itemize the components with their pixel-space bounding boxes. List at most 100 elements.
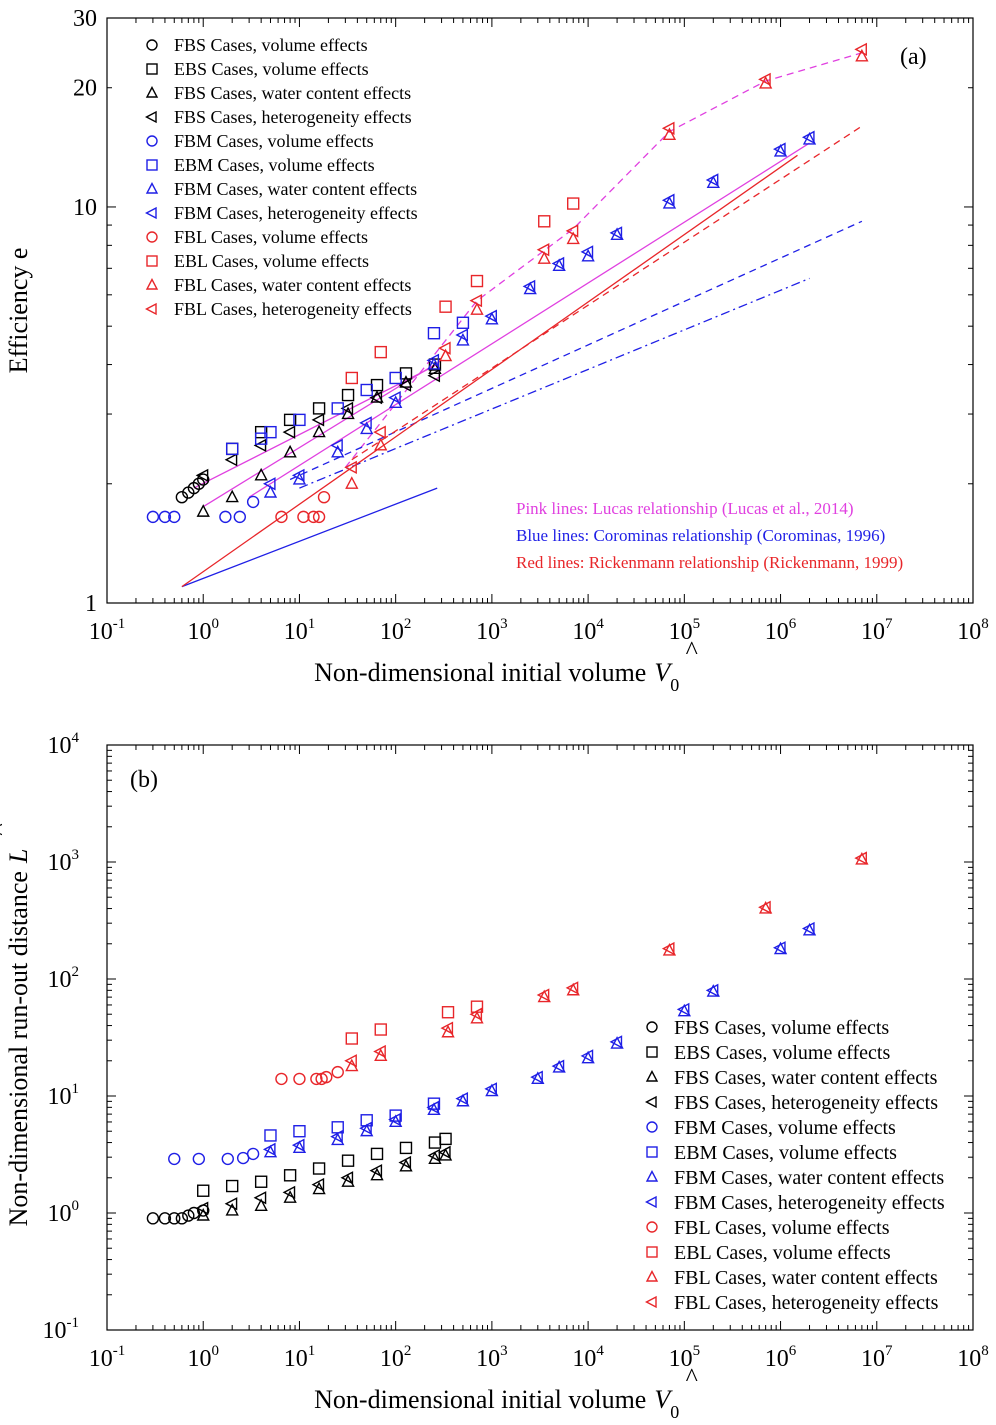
legend-marker (645, 1269, 659, 1282)
x-tick-label: 100 (187, 616, 219, 645)
y-axis-label-hat: ^ (0, 823, 13, 835)
data-point (801, 921, 815, 936)
data-series (225, 316, 470, 456)
data-point (428, 361, 442, 375)
panel-label: (b) (130, 767, 158, 793)
data-point (253, 1191, 267, 1205)
data-point (438, 348, 453, 362)
data-point (440, 1021, 454, 1035)
data-point (441, 1024, 455, 1038)
data-point (293, 1072, 306, 1086)
data-point (374, 345, 387, 359)
data-point (758, 900, 771, 914)
data-point (221, 1152, 234, 1166)
data-point (758, 75, 773, 89)
blue-dash-dot-reference-line (299, 277, 810, 489)
data-point (427, 369, 441, 383)
data-point (344, 460, 357, 475)
legend-item: FBM Cases, heterogeneity effects (144, 203, 418, 223)
relationship-note: Pink lines: Lucas relationship (Lucas et… (516, 499, 854, 518)
data-point (854, 42, 867, 57)
data-point (661, 941, 675, 956)
data-point (758, 72, 771, 87)
data-point (609, 226, 623, 240)
data-point (706, 984, 720, 997)
data-point (283, 444, 297, 458)
legend-label: FBM Cases, water content effects (174, 179, 417, 199)
data-point (331, 1065, 344, 1079)
legend-label: FBS Cases, water content effects (174, 83, 411, 103)
legend-marker (646, 1246, 658, 1258)
data-point (168, 510, 181, 524)
data-point (428, 1136, 442, 1149)
data-point (246, 1147, 260, 1161)
data-point (373, 1044, 386, 1059)
legend-label: FBS Cases, volume effects (674, 1017, 889, 1039)
data-series (196, 361, 442, 517)
x-tick-label: 102 (380, 1343, 412, 1372)
data-point (331, 402, 344, 415)
legend-item: FBS Cases, heterogeneity effects (644, 1092, 938, 1114)
data-point (254, 467, 268, 481)
data-point (344, 1054, 357, 1068)
legend-label: FBL Cases, heterogeneity effects (674, 1292, 939, 1314)
data-point (283, 413, 297, 427)
legend-item: EBM Cases, volume effects (146, 155, 375, 175)
data-series (146, 1204, 210, 1225)
legend-marker (145, 181, 159, 194)
legend-item: EBM Cases, volume effects (646, 1142, 897, 1164)
x-tick-label: 101 (284, 616, 316, 645)
legend-item: FBS Cases, volume effects (146, 35, 368, 55)
legend-label: FBS Cases, water content effects (674, 1067, 938, 1089)
data-point (438, 1145, 451, 1159)
legend-label: EBM Cases, volume effects (174, 155, 375, 175)
data-point (307, 510, 320, 524)
legend-item: FBM Cases, volume effects (646, 1117, 896, 1139)
y-tick-label: 101 (48, 1081, 80, 1110)
x-tick-label: 10-1 (89, 1343, 126, 1372)
data-point (551, 256, 565, 271)
data-point (264, 425, 277, 439)
data-point (219, 510, 232, 524)
data-point (705, 983, 719, 997)
data-point (187, 1206, 201, 1220)
data-point (551, 1059, 565, 1073)
data-series (344, 42, 867, 475)
data-point (262, 477, 276, 491)
data-series (262, 921, 815, 1157)
legend-marker (146, 39, 158, 51)
data-point (293, 1125, 306, 1138)
x-tick-label: 104 (572, 616, 604, 645)
data-point (427, 1148, 441, 1163)
data-point (312, 510, 326, 524)
x-axis-label: Non-dimensional initial volume V0 (314, 658, 679, 695)
data-point (158, 510, 172, 524)
data-point (398, 378, 412, 392)
data-point (439, 300, 452, 313)
legend-item: EBS Cases, volume effects (646, 1042, 890, 1064)
data-point (609, 1035, 623, 1049)
relationship-note: Blue lines: Corominas relationship (Coro… (516, 526, 885, 545)
data-point (312, 402, 326, 415)
data-point (341, 1174, 355, 1187)
data-point (175, 1212, 189, 1225)
legend-item: FBM Cases, heterogeneity effects (644, 1192, 945, 1214)
data-point (399, 1158, 413, 1172)
data-point (182, 1209, 195, 1222)
legend-marker (146, 231, 158, 243)
data-point (581, 248, 595, 262)
data-point (426, 1100, 440, 1114)
data-point (399, 375, 413, 388)
data-point (662, 127, 677, 141)
data-series (344, 851, 867, 1068)
data-point (311, 413, 325, 427)
x-tick-label: 106 (765, 1343, 797, 1372)
x-tick-label: 104 (572, 1343, 604, 1372)
data-point (389, 1109, 402, 1122)
legend-label: FBL Cases, heterogeneity effects (174, 299, 412, 319)
legend-marker (146, 63, 158, 75)
data-point (854, 851, 867, 865)
legend-item: FBL Cases, heterogeneity effects (644, 1292, 939, 1314)
data-point (537, 251, 551, 264)
y-tick-label: 104 (48, 730, 80, 759)
